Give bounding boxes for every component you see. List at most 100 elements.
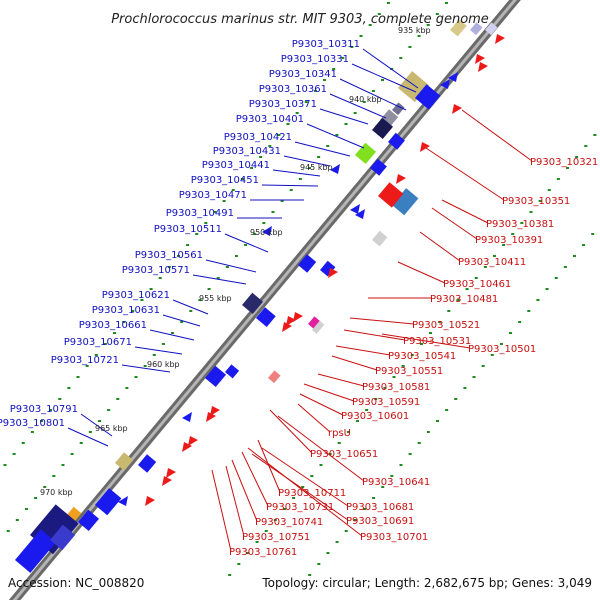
reverse-gene-label[interactable]: rpsU <box>328 428 351 439</box>
reverse-gene-label[interactable]: P9303_10551 <box>375 366 443 377</box>
gene-feature <box>355 142 377 164</box>
forward-gene-label[interactable]: P9303_10361 <box>259 84 327 95</box>
reverse-gene-label[interactable]: P9303_10751 <box>242 532 310 543</box>
forward-gene-label[interactable]: P9303_10631 <box>92 305 160 316</box>
forward-gene-label[interactable]: P9303_10311 <box>292 39 360 50</box>
reverse-gene-label[interactable]: P9303_10651 <box>310 449 378 460</box>
reverse-gene-label[interactable]: P9303_10381 <box>486 219 554 230</box>
forward-gene-label[interactable]: P9303_10571 <box>122 265 190 276</box>
reverse-gene-label[interactable]: P9303_10711 <box>278 488 346 499</box>
gc-dot <box>593 134 597 136</box>
reverse-gene-label[interactable]: P9303_10481 <box>430 294 498 305</box>
forward-gene-label[interactable]: P9303_10341 <box>269 69 337 80</box>
reverse-gene-label[interactable]: P9303_10321 <box>530 157 598 168</box>
gc-dot <box>362 101 366 103</box>
gc-dot <box>143 365 147 367</box>
connector-line <box>272 169 321 177</box>
gc-dot <box>429 332 433 334</box>
gc-dot <box>350 46 354 48</box>
gc-dot <box>417 442 421 444</box>
gc-dot <box>280 200 284 202</box>
connector-line <box>251 453 349 521</box>
gc-dot <box>189 310 193 312</box>
forward-gene-label[interactable]: P9303_10661 <box>79 320 147 331</box>
gc-dot <box>116 398 120 400</box>
gc-dot <box>483 266 487 268</box>
reverse-gene-label[interactable]: P9303_10591 <box>352 397 420 408</box>
gc-dot <box>167 266 171 268</box>
gc-dot <box>472 376 476 378</box>
forward-gene-label[interactable]: P9303_10621 <box>102 290 170 301</box>
gc-dot <box>371 90 375 92</box>
forward-gene-label[interactable]: P9303_10401 <box>236 114 304 125</box>
gc-dot <box>435 13 439 15</box>
connector-line <box>419 231 461 262</box>
reverse-gene-label[interactable]: P9303_10391 <box>475 235 543 246</box>
coordinate-ticks: 935 kbp 940 kbp 945 kbp 950 kbp 955 kbp 960 k… <box>40 26 431 497</box>
forward-gene-label[interactable]: P9303_10371 <box>249 99 317 110</box>
forward-gene-label[interactable]: P9303_10491 <box>166 208 234 219</box>
forward-gene-label[interactable]: P9303_10791 <box>10 404 78 415</box>
reverse-gene-label[interactable]: P9303_10411 <box>458 257 526 268</box>
reverse-gene-label[interactable]: P9303_10501 <box>468 344 536 355</box>
forward-gene-label[interactable]: P9303_10451 <box>191 175 259 186</box>
reverse-gene-label[interactable]: P9303_10691 <box>346 516 414 527</box>
forward-gene-label[interactable]: P9303_10441 <box>202 160 270 171</box>
forward-gene-label[interactable]: P9303_10331 <box>281 54 349 65</box>
gc-dot <box>70 453 74 455</box>
gc-dot <box>381 486 385 488</box>
reverse-gene-label[interactable]: P9303_10681 <box>346 502 414 513</box>
gc-dot <box>374 398 378 400</box>
reverse-gene-label[interactable]: P9303_10761 <box>229 547 297 558</box>
forward-gene-label[interactable]: P9303_10561 <box>135 250 203 261</box>
gene-feature <box>14 529 57 573</box>
reverse-gene-label[interactable]: P9303_10351 <box>502 196 570 207</box>
reverse-gene-label[interactable]: P9303_10701 <box>360 532 428 543</box>
gc-dot <box>195 233 199 235</box>
gc-dot <box>313 90 317 92</box>
gc-dot <box>225 266 229 268</box>
gc-dot <box>584 145 588 147</box>
reverse-gene-label[interactable]: P9303_10521 <box>412 320 480 331</box>
forward-gene-label[interactable]: P9303_10801 <box>0 418 65 429</box>
connector-line <box>317 373 365 387</box>
gc-dot <box>344 123 348 125</box>
gc-dot <box>426 431 430 433</box>
reverse-gene-label[interactable]: P9303_10461 <box>443 279 511 290</box>
connector-line <box>294 141 351 157</box>
forward-gene-label[interactable]: P9303_10471 <box>179 190 247 201</box>
reverse-gene-label[interactable]: P9303_10531 <box>403 336 471 347</box>
forward-gene-label[interactable]: P9303_10671 <box>64 337 132 348</box>
gc-dot <box>353 519 357 521</box>
reverse-cds-arrow <box>293 312 303 322</box>
gene-feature <box>392 188 419 216</box>
gc-dot <box>58 398 62 400</box>
map-title: Prochlorococcus marinus str. MIT 9303, c… <box>111 12 489 27</box>
gc-dot <box>6 530 10 532</box>
forward-cds-arrow <box>182 412 192 422</box>
gene-feature <box>372 117 394 139</box>
gc-dot <box>98 420 101 422</box>
gc-dot <box>365 409 369 411</box>
forward-gene-label[interactable]: P9303_10511 <box>154 224 222 235</box>
connector-line <box>80 413 113 437</box>
gc-dot <box>255 541 259 543</box>
gc-dot <box>368 24 372 26</box>
reverse-gene-label[interactable]: P9303_10601 <box>341 411 409 422</box>
forward-gene-label[interactable]: P9303_10721 <box>51 355 119 366</box>
connector-line <box>225 465 245 537</box>
reverse-gene-label[interactable]: P9303_10741 <box>255 517 323 528</box>
gc-dot <box>465 288 469 290</box>
reverse-gene-label[interactable]: P9303_10541 <box>388 351 456 362</box>
forward-gene-label[interactable]: P9303_10431 <box>213 146 281 157</box>
gc-dot <box>399 57 403 59</box>
gene-feature <box>388 132 405 150</box>
forward-cds-arrow <box>350 204 360 214</box>
gc-dot <box>304 101 308 103</box>
reverse-gene-label[interactable]: P9303_10641 <box>362 477 430 488</box>
reverse-gene-label[interactable]: P9303_10731 <box>266 502 334 513</box>
gc-dot <box>228 574 232 576</box>
forward-gene-label[interactable]: P9303_10421 <box>224 132 292 143</box>
connector-line <box>381 333 471 349</box>
reverse-gene-label[interactable]: P9303_10581 <box>362 382 430 393</box>
